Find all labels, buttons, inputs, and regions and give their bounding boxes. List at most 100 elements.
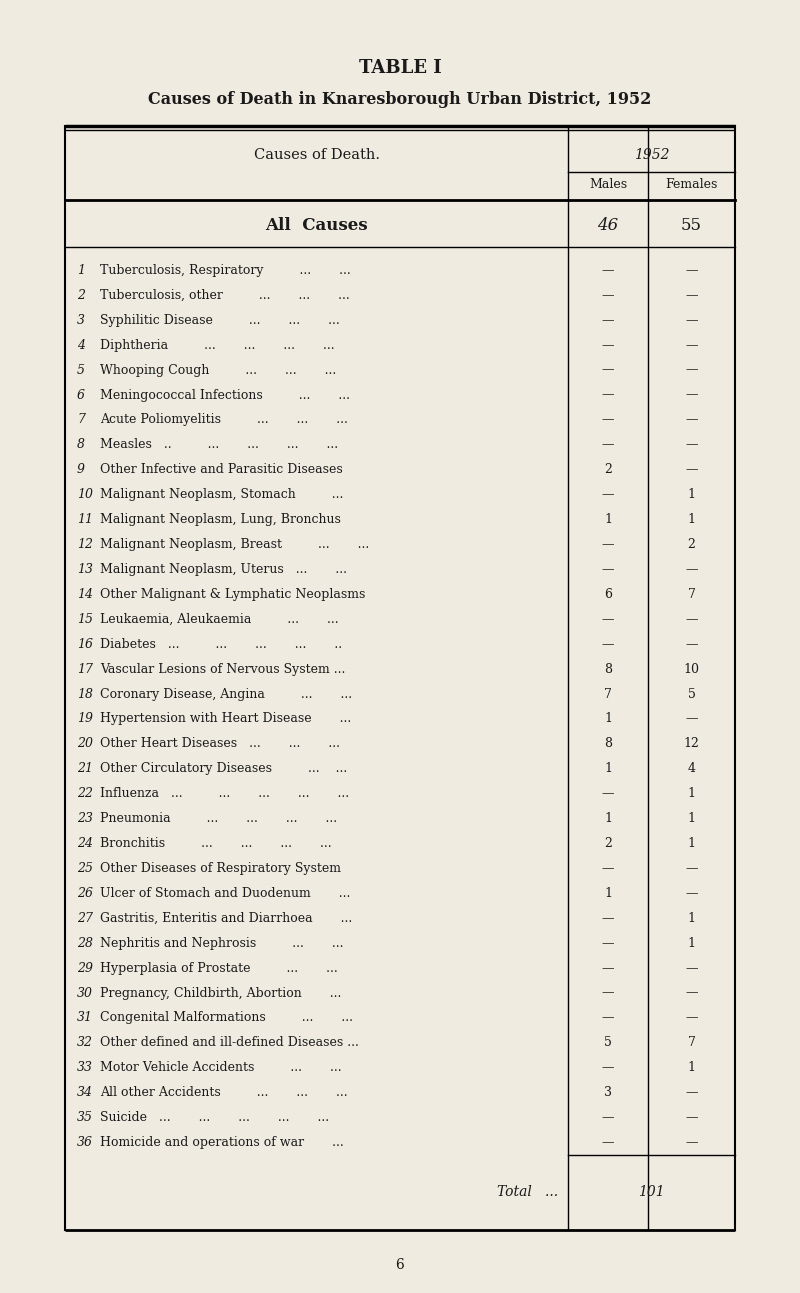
Text: Ulcer of Stomach and Duodenum       ...: Ulcer of Stomach and Duodenum ... bbox=[100, 887, 350, 900]
Text: —: — bbox=[602, 613, 614, 626]
Text: Syphilitic Disease         ...       ...       ...: Syphilitic Disease ... ... ... bbox=[100, 314, 340, 327]
Text: 6: 6 bbox=[604, 588, 612, 601]
Text: Malignant Neoplasm, Uterus   ...       ...: Malignant Neoplasm, Uterus ... ... bbox=[100, 562, 347, 575]
Text: Leukaemia, Aleukaemia         ...       ...: Leukaemia, Aleukaemia ... ... bbox=[100, 613, 338, 626]
Text: 14: 14 bbox=[77, 588, 93, 601]
Text: Other Infective and Parasitic Diseases: Other Infective and Parasitic Diseases bbox=[100, 463, 342, 476]
Text: 55: 55 bbox=[681, 216, 702, 234]
Text: Nephritis and Nephrosis         ...       ...: Nephritis and Nephrosis ... ... bbox=[100, 936, 343, 949]
Text: Coronary Disease, Angina         ...       ...: Coronary Disease, Angina ... ... bbox=[100, 688, 352, 701]
Text: Diphtheria         ...       ...       ...       ...: Diphtheria ... ... ... ... bbox=[100, 339, 334, 352]
Text: 5: 5 bbox=[77, 363, 85, 376]
Text: —: — bbox=[686, 438, 698, 451]
Text: 10: 10 bbox=[683, 662, 699, 676]
Text: —: — bbox=[602, 1111, 614, 1124]
Text: 6: 6 bbox=[396, 1258, 404, 1272]
Text: 8: 8 bbox=[604, 737, 612, 750]
Text: 2: 2 bbox=[77, 288, 85, 301]
Text: 7: 7 bbox=[604, 688, 612, 701]
Text: —: — bbox=[686, 314, 698, 327]
Text: Whooping Cough         ...       ...       ...: Whooping Cough ... ... ... bbox=[100, 363, 336, 376]
Text: —: — bbox=[686, 1086, 698, 1099]
Text: Malignant Neoplasm, Lung, Bronchus: Malignant Neoplasm, Lung, Bronchus bbox=[100, 513, 341, 526]
Text: —: — bbox=[602, 288, 614, 301]
Text: 8: 8 bbox=[604, 662, 612, 676]
Text: 1: 1 bbox=[687, 812, 695, 825]
Text: —: — bbox=[686, 463, 698, 476]
Text: Causes of Death.: Causes of Death. bbox=[254, 147, 379, 162]
Text: —: — bbox=[602, 912, 614, 924]
Text: Vascular Lesions of Nervous System ...: Vascular Lesions of Nervous System ... bbox=[100, 662, 346, 676]
Text: Gastritis, Enteritis and Diarrhoea       ...: Gastritis, Enteritis and Diarrhoea ... bbox=[100, 912, 352, 924]
Text: Females: Females bbox=[666, 178, 718, 191]
Text: 13: 13 bbox=[77, 562, 93, 575]
Text: 4: 4 bbox=[77, 339, 85, 352]
Text: 33: 33 bbox=[77, 1062, 93, 1074]
Text: Pneumonia         ...       ...       ...       ...: Pneumonia ... ... ... ... bbox=[100, 812, 337, 825]
Text: —: — bbox=[602, 489, 614, 502]
Text: —: — bbox=[602, 936, 614, 949]
Text: —: — bbox=[686, 1111, 698, 1124]
Text: 1: 1 bbox=[687, 787, 695, 800]
Text: 5: 5 bbox=[687, 688, 695, 701]
Text: 101: 101 bbox=[638, 1186, 665, 1200]
Text: —: — bbox=[602, 438, 614, 451]
Text: —: — bbox=[686, 987, 698, 999]
Text: 31: 31 bbox=[77, 1011, 93, 1024]
Text: Malignant Neoplasm, Stomach         ...: Malignant Neoplasm, Stomach ... bbox=[100, 489, 343, 502]
Text: —: — bbox=[602, 314, 614, 327]
Text: —: — bbox=[686, 637, 698, 650]
Text: Other Malignant & Lymphatic Neoplasms: Other Malignant & Lymphatic Neoplasms bbox=[100, 588, 366, 601]
Text: Suicide   ...       ...       ...       ...       ...: Suicide ... ... ... ... ... bbox=[100, 1111, 329, 1124]
Text: All other Accidents         ...       ...       ...: All other Accidents ... ... ... bbox=[100, 1086, 348, 1099]
Text: —: — bbox=[686, 887, 698, 900]
Text: 12: 12 bbox=[77, 538, 93, 551]
Text: —: — bbox=[686, 1137, 698, 1149]
Text: 1: 1 bbox=[687, 489, 695, 502]
Text: 1: 1 bbox=[77, 264, 85, 277]
Text: 3: 3 bbox=[77, 314, 85, 327]
Text: —: — bbox=[686, 862, 698, 875]
Text: Total   ...: Total ... bbox=[497, 1186, 558, 1200]
Text: Other Heart Diseases   ...       ...       ...: Other Heart Diseases ... ... ... bbox=[100, 737, 340, 750]
Text: 20: 20 bbox=[77, 737, 93, 750]
Text: 19: 19 bbox=[77, 712, 93, 725]
Text: Hyperplasia of Prostate         ...       ...: Hyperplasia of Prostate ... ... bbox=[100, 962, 338, 975]
Text: —: — bbox=[602, 637, 614, 650]
Text: All  Causes: All Causes bbox=[265, 216, 368, 234]
Text: 1: 1 bbox=[604, 812, 612, 825]
Text: Malignant Neoplasm, Breast         ...       ...: Malignant Neoplasm, Breast ... ... bbox=[100, 538, 370, 551]
Text: —: — bbox=[686, 388, 698, 402]
Text: 26: 26 bbox=[77, 887, 93, 900]
Text: 2: 2 bbox=[604, 837, 612, 850]
Text: —: — bbox=[602, 414, 614, 427]
Text: —: — bbox=[686, 339, 698, 352]
Text: 7: 7 bbox=[77, 414, 85, 427]
Text: —: — bbox=[602, 363, 614, 376]
Text: 1: 1 bbox=[687, 837, 695, 850]
Text: —: — bbox=[602, 987, 614, 999]
Text: Bronchitis         ...       ...       ...       ...: Bronchitis ... ... ... ... bbox=[100, 837, 332, 850]
Text: 17: 17 bbox=[77, 662, 93, 676]
Text: 5: 5 bbox=[604, 1037, 612, 1050]
Text: —: — bbox=[602, 787, 614, 800]
Text: Males: Males bbox=[589, 178, 627, 191]
Text: 1: 1 bbox=[687, 513, 695, 526]
Text: 32: 32 bbox=[77, 1037, 93, 1050]
Text: Measles   ..         ...       ...       ...       ...: Measles .. ... ... ... ... bbox=[100, 438, 338, 451]
Text: —: — bbox=[602, 1062, 614, 1074]
Text: Pregnancy, Childbirth, Abortion       ...: Pregnancy, Childbirth, Abortion ... bbox=[100, 987, 342, 999]
Text: —: — bbox=[602, 1011, 614, 1024]
Text: 46: 46 bbox=[598, 216, 618, 234]
Text: 35: 35 bbox=[77, 1111, 93, 1124]
Text: —: — bbox=[602, 1137, 614, 1149]
Text: 36: 36 bbox=[77, 1137, 93, 1149]
Text: Causes of Death in Knaresborough Urban District, 1952: Causes of Death in Knaresborough Urban D… bbox=[148, 92, 652, 109]
Text: —: — bbox=[686, 264, 698, 277]
Text: 15: 15 bbox=[77, 613, 93, 626]
Text: Motor Vehicle Accidents         ...       ...: Motor Vehicle Accidents ... ... bbox=[100, 1062, 342, 1074]
Text: Meningococcal Infections         ...       ...: Meningococcal Infections ... ... bbox=[100, 388, 350, 402]
Text: —: — bbox=[602, 388, 614, 402]
Text: 1: 1 bbox=[687, 1062, 695, 1074]
Text: 10: 10 bbox=[77, 489, 93, 502]
